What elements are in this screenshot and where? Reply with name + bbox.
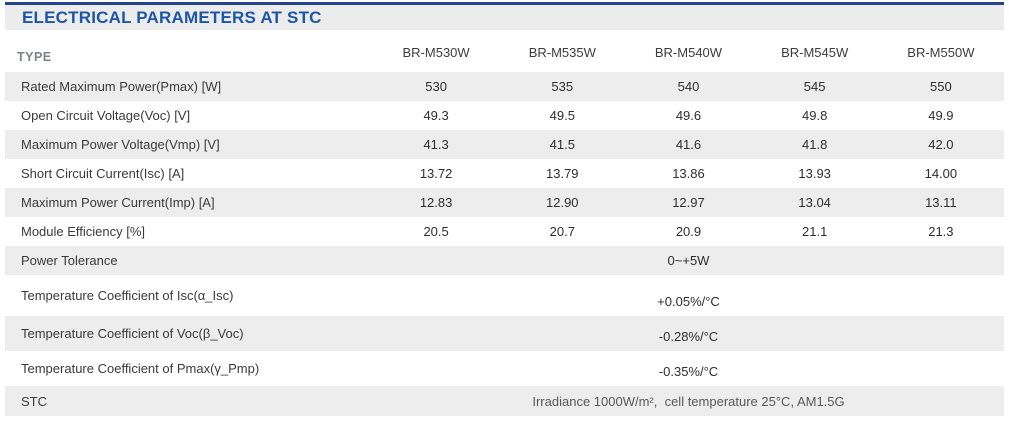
value-cell: 14.00: [924, 166, 958, 181]
table-row-stc: STC Irradiance 1000W/m², cell temperatur…: [5, 386, 1004, 416]
value-cell: 12.97: [625, 188, 752, 217]
value-cell: 540: [625, 72, 752, 101]
value-cell: 13.72: [419, 166, 453, 181]
value-cell: 49.8: [802, 108, 828, 123]
value-cell: 12.90: [499, 188, 626, 217]
value-cell: 49.9: [928, 108, 954, 123]
value-cell: 550: [877, 72, 1004, 101]
value-cell: Irradiance 1000W/m², cell temperature 25…: [373, 386, 1004, 416]
column-header-br-m540w: BR-M540W: [654, 44, 723, 60]
row-label: Temperature Coefficient of Pmax(γ_Pmp): [21, 361, 260, 376]
type-header: TYPE: [17, 50, 52, 64]
row-label: Short Circuit Current(Isc) [A]: [21, 166, 185, 181]
row-label: Temperature Coefficient of Voc(β_Voc): [5, 316, 373, 351]
row-label: Maximum Power Voltage(Vmp) [V]: [5, 130, 373, 159]
value-cell: 13.04: [751, 188, 878, 217]
row-label: STC: [5, 386, 373, 416]
electrical-parameters-table: TYPE BR-M530W BR-M535W BR-M540W BR-M545W…: [5, 32, 1004, 416]
value-cell: +0.05%/°C: [657, 294, 720, 309]
value-cell: 13.93: [798, 166, 831, 181]
table-row-temp-coeff-pmax: Temperature Coefficient of Pmax(γ_Pmp) -…: [5, 351, 1004, 386]
table-row-voc: Open Circuit Voltage(Voc) [V] 49.3 49.5 …: [5, 101, 1004, 130]
row-label: Power Tolerance: [5, 246, 373, 275]
table-row-efficiency: Module Efficiency [%] 20.5 20.7 20.9 21.…: [5, 217, 1004, 246]
value-cell: 535: [499, 72, 626, 101]
value-cell: 20.5: [423, 224, 449, 239]
column-header-br-m535w: BR-M535W: [528, 44, 596, 60]
table-row-temp-coeff-voc: Temperature Coefficient of Voc(β_Voc) -0…: [5, 316, 1004, 351]
value-cell: 42.0: [877, 130, 1004, 159]
value-cell: 41.8: [751, 130, 878, 159]
value-cell: 21.3: [928, 224, 954, 239]
table-row-isc: Short Circuit Current(Isc) [A] 13.72 13.…: [5, 159, 1004, 188]
value-cell: 545: [751, 72, 878, 101]
column-header-br-m530w: BR-M530W: [402, 44, 470, 60]
title-band: ELECTRICAL PARAMETERS AT STC: [5, 5, 1004, 30]
column-header-br-m550w: BR-M550W: [907, 44, 975, 60]
value-cell: 12.83: [373, 188, 500, 217]
value-cell: 49.5: [549, 108, 575, 123]
column-header-br-m545w: BR-M545W: [781, 44, 849, 60]
value-cell: 41.6: [625, 130, 752, 159]
top-rule: [5, 2, 1004, 5]
table-row-pmax: Rated Maximum Power(Pmax) [W] 530 535 54…: [5, 72, 1004, 101]
value-cell: -0.35%/°C: [658, 364, 719, 379]
value-cell: 41.5: [499, 130, 626, 159]
value-cell: 13.86: [672, 166, 705, 181]
table-row-vmp: Maximum Power Voltage(Vmp) [V] 41.3 41.5…: [5, 130, 1004, 159]
value-cell: 530: [373, 72, 500, 101]
row-label: Rated Maximum Power(Pmax) [W]: [5, 72, 373, 101]
value-cell: 0~+5W: [373, 246, 1004, 275]
row-label: Temperature Coefficient of Isc(α_Isc): [21, 288, 234, 303]
row-label: Module Efficiency [%]: [21, 224, 146, 239]
value-cell: 49.6: [675, 108, 702, 123]
value-cell: 20.7: [549, 224, 575, 239]
table-row-imp: Maximum Power Current(Imp) [A] 12.83 12.…: [5, 188, 1004, 217]
value-cell: 49.3: [423, 108, 449, 123]
datasheet-page: ELECTRICAL PARAMETERS AT STC TYPE BR-M53…: [5, 0, 1004, 426]
value-cell: -0.28%/°C: [373, 316, 1004, 351]
value-cell: 13.79: [546, 166, 579, 181]
value-cell: 21.1: [802, 224, 828, 239]
value-cell: 20.9: [675, 224, 702, 239]
row-label: Maximum Power Current(Imp) [A]: [5, 188, 373, 217]
table-row-temp-coeff-isc: Temperature Coefficient of Isc(α_Isc) +0…: [5, 275, 1004, 316]
table-row-power-tolerance: Power Tolerance 0~+5W: [5, 246, 1004, 275]
value-cell: 41.3: [373, 130, 500, 159]
value-cell: 13.11: [877, 188, 1004, 217]
table-header-row: TYPE BR-M530W BR-M535W BR-M540W BR-M545W…: [5, 32, 1004, 72]
page-title: ELECTRICAL PARAMETERS AT STC: [22, 7, 322, 27]
row-label: Open Circuit Voltage(Voc) [V]: [21, 108, 191, 123]
